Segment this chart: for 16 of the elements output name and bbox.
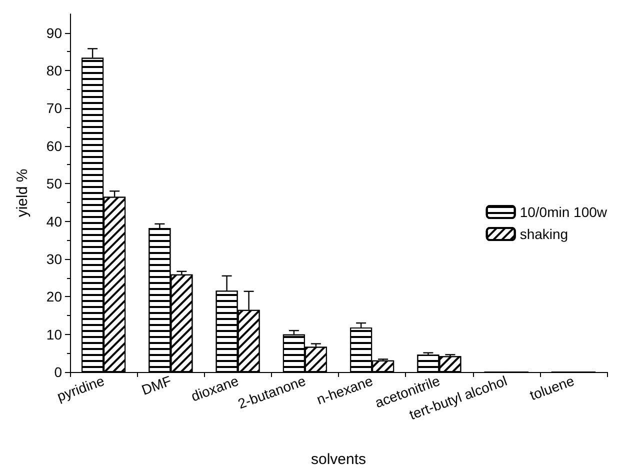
y-tick-label: 0 bbox=[54, 364, 62, 380]
x-tick-label: toluene bbox=[528, 372, 576, 404]
legend-label: shaking bbox=[520, 226, 568, 242]
y-tick-label: 50 bbox=[46, 176, 62, 192]
y-axis-title: yield % bbox=[14, 168, 31, 218]
legend-label: 10/0min 100w bbox=[520, 204, 608, 220]
y-tick-label: 20 bbox=[46, 288, 62, 305]
x-tick-label: DMF bbox=[139, 372, 174, 398]
y-tick-label: 30 bbox=[46, 250, 62, 267]
y-tick-label: 10 bbox=[46, 326, 62, 342]
y-tick-label: 40 bbox=[46, 213, 62, 230]
y-tick-label: 80 bbox=[46, 62, 62, 79]
y-tick-label: 90 bbox=[46, 24, 62, 41]
y-tick-label: 70 bbox=[46, 100, 62, 116]
y-tick-label: 60 bbox=[46, 138, 62, 154]
x-axis-title: solvents bbox=[310, 451, 366, 468]
